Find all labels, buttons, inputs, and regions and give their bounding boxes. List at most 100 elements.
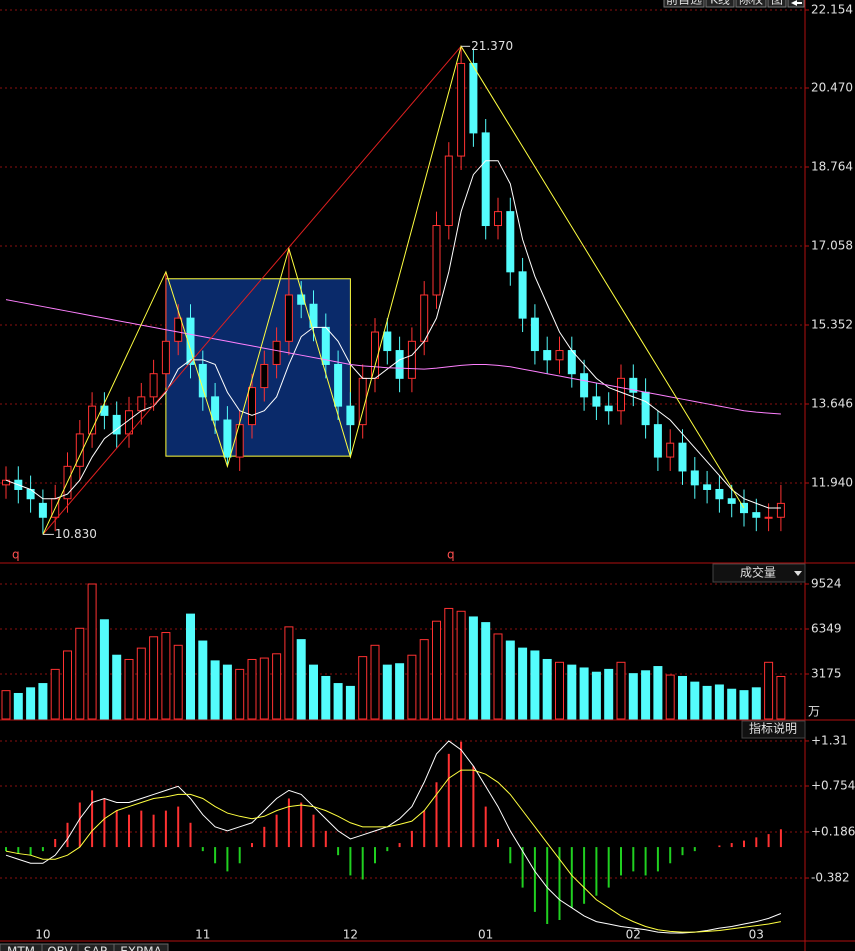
candle-body [617, 377, 625, 412]
y-tick-label: 3175 [811, 666, 842, 680]
x-tick-label: 12 [343, 928, 358, 942]
volume-bar [309, 664, 318, 720]
volume-bar [247, 658, 257, 720]
volume-bar [739, 690, 749, 720]
y-tick-label: +0.186 [811, 825, 855, 839]
volume-bar [186, 613, 195, 720]
candle-body [678, 442, 687, 472]
volume-bar [579, 667, 589, 720]
volume-bar [456, 610, 466, 720]
volume-bar [395, 663, 405, 720]
button-label[interactable]: K线 [710, 0, 730, 7]
button-label[interactable]: 图 [771, 0, 783, 7]
volume-bar [468, 616, 478, 720]
button-label[interactable]: 除权 [739, 0, 763, 7]
candle-body [186, 317, 195, 365]
button[interactable] [705, 0, 735, 8]
candle-body [506, 211, 515, 273]
volume-unit: 万 [808, 705, 820, 719]
volume-bar [235, 668, 245, 720]
candle-body [235, 424, 244, 458]
candle-body [334, 363, 343, 407]
tab[interactable] [0, 943, 43, 951]
x-tick-label: 01 [478, 928, 493, 942]
indicator-help-label[interactable]: 指标说明 [749, 721, 797, 736]
indicator-help[interactable] [741, 720, 806, 739]
volume-menu[interactable] [712, 563, 806, 583]
volume-bar [382, 664, 392, 720]
tab[interactable] [41, 943, 79, 951]
button[interactable] [767, 0, 787, 8]
volume-bar [75, 627, 85, 720]
volume-bar [653, 666, 663, 720]
tabs: MTM OBV SAR EXPMA [0, 943, 169, 951]
tab-label[interactable]: MTM [7, 945, 35, 951]
tab[interactable] [113, 943, 169, 951]
tab[interactable] [77, 943, 115, 951]
volume-bar [222, 664, 232, 720]
candle-body [641, 391, 650, 426]
volume-bar [641, 670, 651, 720]
volume-bar [124, 658, 134, 720]
volume-bar [591, 671, 601, 720]
volume-bar [702, 685, 712, 720]
volume-bar [136, 647, 146, 720]
button[interactable] [735, 0, 767, 8]
candle-body [666, 442, 675, 458]
top-buttons: 前自选 K线 除权 图 [663, 0, 805, 8]
candle-body [383, 331, 392, 352]
marker: q [447, 548, 455, 562]
low-label: 10.830 [55, 527, 97, 541]
volume-bar [727, 688, 737, 720]
ma-line [5, 740, 782, 934]
volume-bar [38, 683, 48, 720]
volume-bar [542, 658, 552, 720]
volume-bar [259, 657, 269, 720]
y-tick-label: +1.31 [811, 733, 848, 747]
tab-label[interactable]: EXPMA [120, 945, 162, 951]
y-tick-label: 20.470 [811, 80, 853, 94]
ma-line [5, 160, 781, 509]
candle-body [161, 340, 170, 375]
button-label[interactable]: 前自选 [666, 0, 702, 7]
button[interactable] [663, 0, 705, 8]
volume-bar [26, 687, 36, 720]
tab-label[interactable]: SAR [84, 945, 108, 951]
candle-body [444, 155, 453, 227]
volume-bar [678, 675, 687, 720]
volume-bar [13, 692, 23, 720]
candle-body [248, 387, 256, 426]
candle-body [346, 405, 355, 426]
candle-body [604, 405, 613, 412]
y-tick-label: 17.058 [811, 238, 853, 252]
tab-label[interactable]: OBV [47, 945, 73, 951]
y-tick-label: 9524 [811, 577, 842, 591]
volume-bar [505, 640, 515, 720]
peak-label: 21.370 [471, 39, 513, 53]
candle-body [752, 512, 761, 518]
candle-body [198, 363, 207, 398]
candle-body [395, 350, 404, 379]
volume-menu-label[interactable]: 成交量 [740, 565, 776, 580]
candle-body [149, 373, 158, 398]
volume-bar [530, 650, 540, 720]
candle-body [653, 424, 662, 458]
candle-body [555, 350, 564, 361]
volume-bar [99, 619, 109, 720]
volume-bar [149, 636, 159, 720]
candle-body [740, 502, 748, 514]
volume-bar [567, 664, 577, 720]
candle-body [137, 396, 146, 412]
candle-body [174, 317, 183, 342]
candle-body [481, 132, 490, 227]
candle-body [518, 271, 527, 319]
volume-bar [161, 632, 171, 720]
volume-bar [198, 640, 208, 720]
volume-bar [481, 622, 491, 720]
volume-bar [345, 685, 355, 720]
y-tick-label: -0.382 [811, 871, 850, 885]
marker: q [12, 548, 20, 562]
volume-bar [444, 607, 454, 720]
volume-bar [776, 675, 786, 720]
